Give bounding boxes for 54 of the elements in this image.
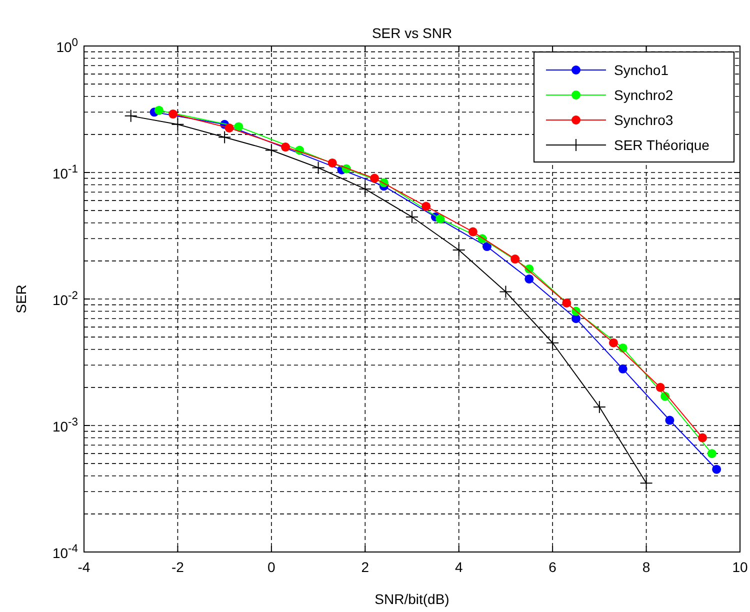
point [328, 158, 337, 168]
point [168, 110, 178, 119]
point [656, 382, 665, 392]
point [468, 227, 478, 236]
x-tick-label: 2 [361, 559, 370, 575]
x-tick-label: -2 [171, 559, 184, 575]
point [218, 130, 232, 144]
x-tick-label: -4 [78, 559, 90, 575]
point [499, 285, 512, 298]
x-tick-label: 6 [548, 559, 557, 575]
point [524, 274, 534, 284]
y-tick-label: 10$^{-3}$ [52, 416, 78, 434]
point [572, 314, 580, 324]
x-tick-label: 0 [268, 559, 276, 575]
y-axis-title: SER [13, 284, 29, 314]
point [171, 118, 184, 131]
point [234, 122, 244, 132]
legend-label: SER Théorique [614, 137, 710, 153]
point [436, 214, 445, 224]
point [312, 161, 325, 174]
point [562, 298, 572, 308]
point [546, 336, 560, 350]
point [618, 364, 628, 374]
point [406, 210, 418, 224]
point [640, 476, 653, 490]
point [422, 202, 431, 211]
point [698, 433, 708, 442]
point [154, 106, 164, 115]
point [224, 123, 234, 132]
point [592, 400, 606, 414]
y-tick-label: 10$^{-1}$ [52, 164, 78, 182]
x-tick-label: 10 [732, 559, 748, 575]
point [665, 416, 674, 425]
point [358, 182, 372, 196]
point [482, 242, 492, 252]
y-tick-label: 10$^{-2}$ [52, 290, 78, 308]
x-axis-title: SNR/bit(dB) [374, 591, 450, 607]
legend-label: Synchro3 [614, 112, 674, 128]
point [370, 174, 380, 183]
point [452, 243, 466, 256]
point [712, 464, 722, 474]
x-tick-label: 8 [642, 559, 650, 575]
chart-title: SER vs SNR [372, 25, 452, 41]
legend-label: Synchro2 [614, 87, 674, 103]
point [608, 338, 618, 348]
point [510, 254, 520, 264]
y-tick-label: 10$^{-4}$ [52, 543, 78, 561]
point [280, 142, 290, 152]
x-tick-label: 4 [454, 559, 463, 575]
point [124, 109, 138, 122]
y-tick-label: 10$^{0}$ [56, 37, 78, 55]
point [707, 449, 716, 458]
point [264, 144, 278, 157]
legend-label: Syncho1 [614, 62, 669, 78]
